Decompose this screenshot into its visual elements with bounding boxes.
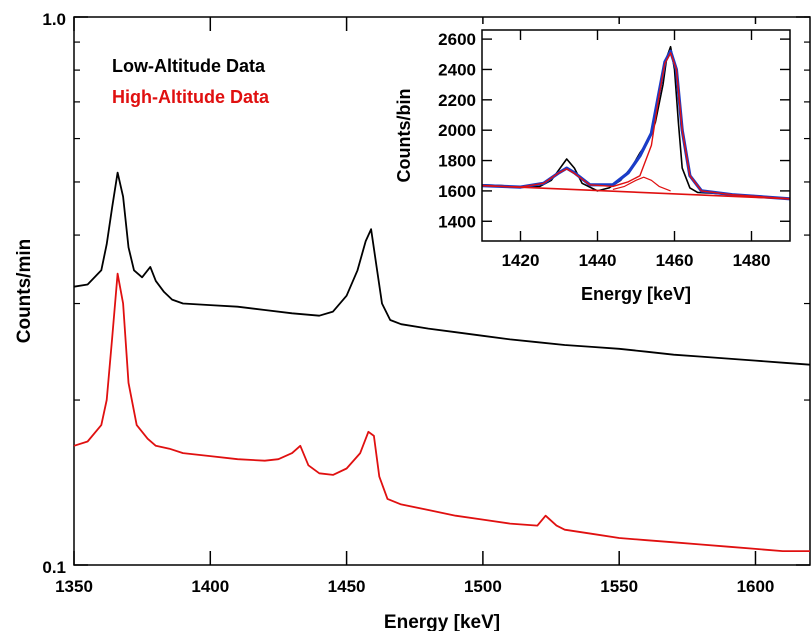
inset-y-tick-label: 2000 [438, 121, 476, 140]
inset-series-peak-fit [481, 52, 791, 200]
inset-y-tick-label: 2600 [438, 30, 476, 49]
inset-x-tick-label: 1480 [733, 251, 771, 270]
inset-y-tick-label: 2200 [438, 91, 476, 110]
main-y-tick-label: 1.0 [42, 10, 66, 29]
inset-x-tick-label: 1440 [579, 251, 617, 270]
inset-chart: 1420 1440 1460 1480 1400 1600 1800 2000 2200 2400… [394, 24, 798, 315]
inset-x-axis-label: Energy [keV] [581, 284, 691, 304]
main-y-tick-label: 0.1 [42, 558, 66, 577]
inset-y-axis-label: Counts/bin [394, 89, 414, 183]
inset-x-tick-label: 1420 [502, 251, 540, 270]
inset-y-tick-label: 1600 [438, 182, 476, 201]
main-x-tick-label: 1500 [464, 577, 502, 596]
main-x-tick-label: 1350 [55, 577, 93, 596]
series-line-high-altitude-data [73, 272, 810, 552]
inset-x-tick-label: 1460 [656, 251, 694, 270]
legend-low-altitude: Low-Altitude Data [112, 56, 266, 76]
main-axis-ticks: 1350 1400 1450 1500 1550 1600 0.1 1.0 [42, 10, 810, 596]
inset-y-tick-label: 2400 [438, 60, 476, 79]
legend-high-altitude: High-Altitude Data [112, 87, 270, 107]
inset-series-background [481, 184, 791, 200]
main-series-lines [73, 171, 811, 552]
series-line-low-altitude-data [73, 171, 811, 366]
inset-background [394, 24, 798, 315]
main-x-tick-label: 1600 [737, 577, 775, 596]
inset-axis-ticks: 1420 1440 1460 1480 1400 1600 1800 2000 2200 2400… [438, 30, 790, 270]
main-y-axis-label: Counts/min [14, 239, 35, 344]
main-x-tick-label: 1450 [328, 577, 366, 596]
inset-series-lines [481, 45, 791, 201]
main-x-axis-label: Energy [keV] [384, 612, 500, 631]
main-plot-frame [73, 16, 811, 566]
main-x-tick-label: 1400 [191, 577, 229, 596]
main-chart: 1350 1400 1450 1500 1550 1600 0.1 1.0 Energy [k… [14, 10, 811, 631]
inset-y-tick-label: 1400 [438, 212, 476, 231]
inset-y-tick-label: 1800 [438, 152, 476, 171]
inset-plot-frame [481, 29, 791, 242]
inset-series-small-peak-fit [612, 176, 671, 192]
main-x-tick-label: 1550 [600, 577, 638, 596]
